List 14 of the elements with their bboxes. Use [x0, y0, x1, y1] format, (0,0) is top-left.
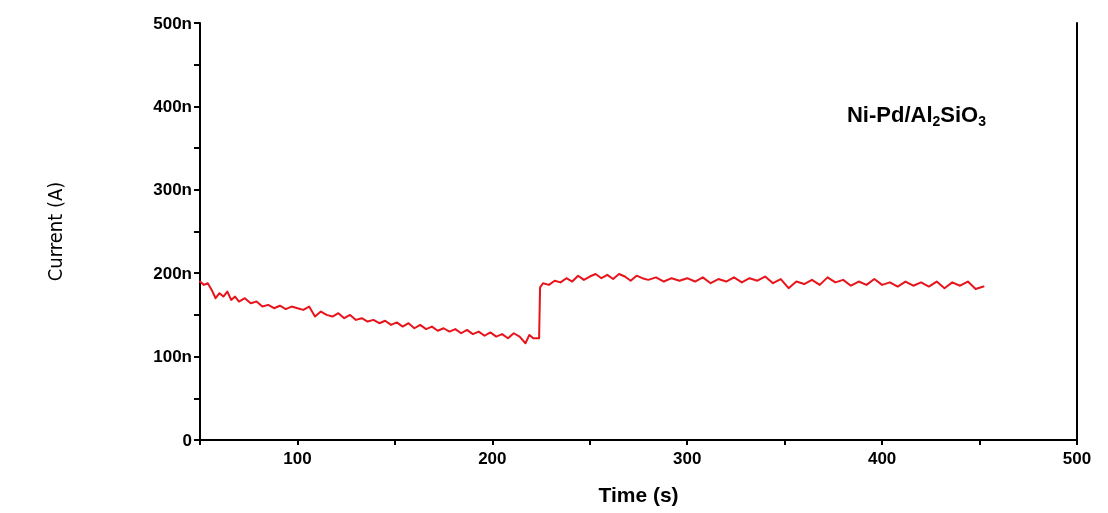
y-tick-label: 400n — [153, 96, 192, 116]
y-tick-label: 0 — [182, 430, 192, 450]
x-tick-label: 400 — [867, 449, 897, 468]
x-tick-label: 100 — [283, 449, 312, 468]
y-tick-label: 200n — [153, 263, 192, 283]
y-tick-label: 100n — [153, 347, 192, 367]
x-tick-label: 500 — [1062, 449, 1092, 468]
line-series — [199, 273, 985, 345]
x-axis-title: Time (s) — [598, 483, 679, 506]
y-tick-label: 500n — [153, 13, 192, 33]
y-axis-title: Current (A) — [43, 181, 67, 282]
x-tick-label: 300 — [673, 449, 702, 468]
x-tick-label: 200 — [478, 449, 507, 468]
y-tick-label: 300n — [153, 180, 192, 200]
